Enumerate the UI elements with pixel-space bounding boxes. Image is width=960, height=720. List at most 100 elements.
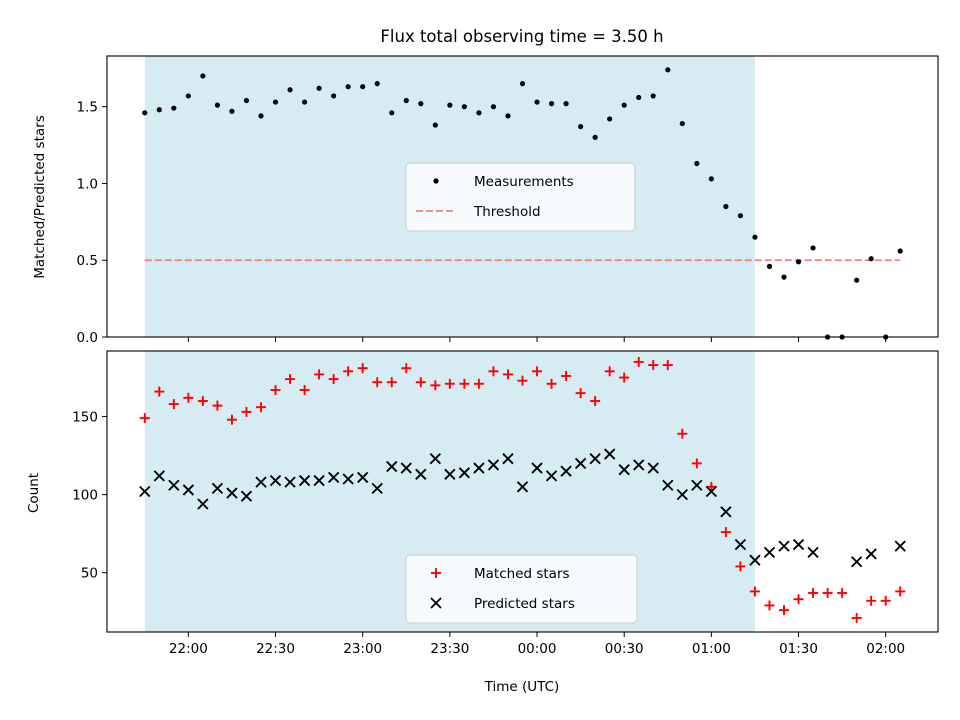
- measurement-point: [766, 263, 773, 269]
- y-tick-label: 50: [81, 566, 98, 582]
- measurement-point: [578, 124, 584, 130]
- measurement-point: [490, 104, 497, 110]
- matched-stars-point: [459, 378, 470, 389]
- measurement-point: [214, 102, 221, 108]
- predicted-stars-point: [430, 597, 442, 609]
- bottom-panel-frame: [106, 350, 939, 633]
- matched-stars-point: [430, 380, 441, 391]
- matched-stars-point: [444, 378, 455, 389]
- predicted-stars-point: [603, 448, 616, 460]
- measurement-point: [534, 99, 540, 105]
- measurement-point: [854, 277, 860, 283]
- measurement-point: [476, 110, 482, 116]
- predicted-stars-point: [676, 488, 688, 501]
- x-tick-label: 22:30: [256, 641, 295, 657]
- x-axis-label: Time (UTC): [484, 679, 560, 695]
- matched-stars-point: [314, 369, 325, 380]
- y-tick-label: 100: [72, 488, 98, 504]
- bottom-y-axis-label: Count: [26, 473, 42, 513]
- top-legend: Measurements Threshold: [405, 162, 636, 232]
- measurement-point: [752, 234, 758, 240]
- measurement-point: [665, 67, 671, 73]
- predicted-stars-point: [371, 482, 383, 495]
- predicted-stars-point: [807, 546, 819, 559]
- measurement-point: [272, 99, 279, 105]
- measurement-point: [519, 81, 526, 87]
- measurement-point: [200, 73, 206, 79]
- predicted-stars-point: [618, 463, 630, 476]
- measurement-point: [897, 248, 903, 254]
- matched-stars-point: [328, 374, 339, 385]
- measurement-point: [868, 256, 874, 262]
- matched-stars-point: [851, 612, 862, 623]
- predicted-stars-point: [386, 460, 398, 473]
- measurement-point: [331, 93, 337, 99]
- matched-stars-point: [183, 392, 194, 403]
- matched-stars-point: [473, 378, 484, 389]
- measurement-point: [156, 107, 162, 113]
- predicted-stars-point: [865, 548, 877, 560]
- matched-stars-point: [749, 586, 760, 597]
- bottom-legend: Matched stars Predicted stars: [405, 554, 638, 624]
- bottom-panel: 50 100 150 22:00 22:30 23:00 23:30 00:00 00:30 01…: [26, 350, 939, 695]
- measurement-point: [781, 274, 787, 280]
- predicted-stars-point: [720, 506, 732, 518]
- chart-title: Flux total observing time = 3.50 h: [380, 27, 663, 46]
- matched-stars-point: [648, 360, 659, 371]
- predicted-stars-point: [139, 485, 151, 498]
- measurement-point: [360, 84, 366, 90]
- y-tick-label: 0.0: [77, 330, 98, 346]
- x-tick-label: 02:00: [866, 641, 905, 657]
- y-tick-label: 150: [72, 410, 98, 426]
- matched-stars-point: [255, 402, 266, 413]
- measurement-point: [171, 105, 177, 111]
- top-panel-frame: [106, 55, 939, 338]
- measurement-point: [607, 116, 613, 122]
- measurement-point: [316, 85, 322, 91]
- predicted-stars-point: [182, 484, 195, 496]
- matched-stars-point: [488, 366, 499, 377]
- matched-stars-point: [154, 386, 165, 397]
- matched-stars-point: [880, 595, 891, 606]
- predicted-stars-point: [240, 490, 253, 502]
- predicted-stars-point: [763, 546, 776, 559]
- measurement-point: [433, 178, 439, 184]
- measurement-point: [374, 81, 380, 87]
- predicted-stars-point: [400, 462, 412, 474]
- measurement-point: [287, 87, 293, 93]
- matched-stars-point: [168, 399, 179, 410]
- y-tick-label: 0.5: [77, 253, 98, 269]
- x-tick-label: 00:30: [605, 641, 644, 657]
- predicted-stars-point: [850, 556, 863, 568]
- measurement-point: [403, 97, 409, 104]
- measurement-point: [548, 101, 555, 107]
- matched-stars-point: [720, 527, 731, 538]
- measurement-point: [737, 213, 744, 219]
- predicted-stars-point: [473, 462, 485, 474]
- predicted-stars-point: [269, 474, 282, 487]
- matched-stars-point: [662, 360, 673, 371]
- matched-stars-point: [343, 366, 354, 377]
- measurement-point: [418, 101, 424, 107]
- predicted-stars-point: [342, 473, 354, 485]
- measurement-point: [243, 97, 250, 104]
- matched-stars-point: [386, 377, 397, 388]
- x-tick-label: 01:00: [692, 641, 731, 657]
- matched-stars-point: [779, 605, 790, 616]
- predicted-stars-point: [487, 459, 500, 471]
- matched-stars-point: [401, 363, 412, 374]
- predicted-stars-point: [168, 479, 180, 491]
- measurement-point: [563, 101, 569, 107]
- matched-stars-point: [431, 568, 441, 578]
- legend-box: [405, 554, 638, 624]
- matched-stars-point: [793, 594, 804, 605]
- matched-stars-point: [590, 395, 601, 406]
- predicted-stars-point: [633, 459, 645, 471]
- matched-stars-point: [691, 458, 702, 469]
- matched-stars-point: [372, 377, 383, 388]
- y-tick-label: 1.5: [77, 100, 98, 116]
- matched-stars-point: [502, 369, 513, 380]
- measurement-point: [389, 110, 395, 116]
- predicted-stars-point: [444, 468, 456, 480]
- measurement-point: [301, 99, 308, 105]
